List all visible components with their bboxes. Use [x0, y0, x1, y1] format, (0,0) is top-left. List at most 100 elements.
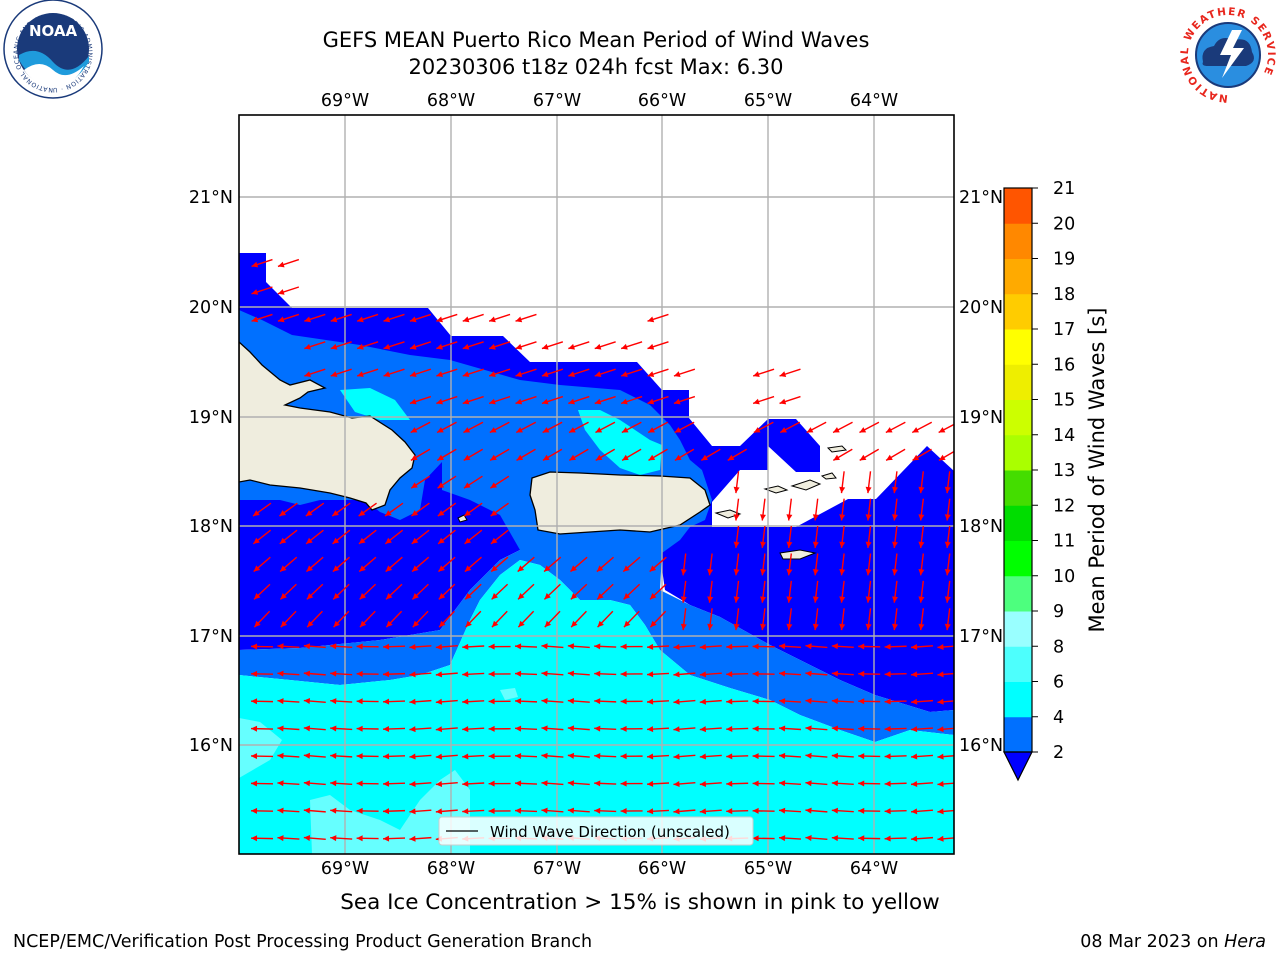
wind-vector: [649, 583, 667, 600]
wind-vector: [409, 835, 432, 842]
wind-vector: [937, 698, 954, 705]
wind-vector: [839, 471, 846, 494]
wind-vector: [778, 807, 802, 814]
colorbar-label: Mean Period of Wind Waves [s]: [1085, 308, 1109, 633]
wind-vector: [488, 671, 511, 678]
wind-vector: [753, 421, 774, 434]
wind-vector: [594, 670, 617, 677]
wind-vector: [409, 753, 432, 760]
lon-label: 67°W: [533, 859, 581, 879]
wind-vector: [515, 421, 537, 434]
wind-vector: [806, 421, 827, 434]
wind-vector: [805, 780, 828, 787]
wind-vector: [542, 421, 563, 434]
wind-vector: [330, 752, 353, 759]
wind-vector: [892, 498, 898, 521]
wind-vector: [541, 752, 564, 759]
wind-vector: [356, 313, 379, 323]
wind-vector: [752, 780, 775, 787]
lat-labels-right: 21°N 20°N 19°N 18°N 17°N 16°N: [959, 188, 1003, 756]
colorbar-segment: [1004, 470, 1032, 506]
wind-vector: [252, 502, 272, 517]
wind-vector: [304, 368, 326, 377]
wind-vector: [438, 610, 455, 628]
land: [239, 341, 848, 560]
footer-date: 08 Mar 2023 on Hera: [1080, 932, 1266, 952]
wind-vector: [331, 502, 351, 517]
wind-vector: [356, 835, 379, 842]
wind-vector: [435, 808, 458, 815]
wind-vector: [733, 471, 740, 494]
vieques: [714, 509, 742, 519]
wind-vector: [620, 808, 643, 815]
wind-vector: [884, 808, 907, 815]
wind-vector: [859, 448, 880, 461]
colorbar-tick-label: 9: [1053, 602, 1064, 622]
wind-vector: [567, 643, 590, 650]
wind-vector: [277, 313, 300, 323]
wind-vector: [463, 421, 484, 434]
wind-vector: [409, 368, 432, 377]
wind-vector: [944, 580, 951, 603]
wind-vector: [938, 450, 954, 461]
wind-vector: [647, 341, 669, 350]
wind-vector: [436, 341, 458, 350]
wind-vector: [409, 313, 432, 323]
wind-vector: [306, 583, 324, 600]
wind-vector: [865, 498, 872, 521]
wind-vector: [727, 448, 748, 461]
wind-vector: [647, 368, 669, 377]
colorbar-segment: [1004, 434, 1032, 471]
lat-label: 19°N: [959, 408, 1003, 428]
colorbar-segment: [1004, 293, 1032, 330]
wind-vector: [250, 753, 274, 760]
wind-vector: [515, 341, 537, 350]
wind-vector: [250, 780, 274, 787]
wind-vector: [279, 583, 297, 600]
wind-vector: [463, 502, 483, 517]
colorbar-tick-label: 15: [1053, 391, 1075, 411]
wind-vector: [303, 698, 326, 704]
wind-vector: [620, 341, 643, 350]
wind-vector: [673, 644, 696, 650]
wind-vector: [944, 498, 951, 521]
wind-vector: [707, 553, 714, 576]
wind-vector: [884, 643, 907, 650]
wind-vector: [673, 671, 696, 678]
wind-vector: [760, 498, 766, 521]
wind-vector: [358, 529, 377, 545]
wind-vector: [488, 780, 511, 787]
wind-vector: [726, 725, 749, 732]
wind-vector: [726, 643, 749, 650]
wind-vector: [356, 670, 379, 677]
wind-vector: [277, 807, 300, 814]
wind-vector: [567, 780, 590, 787]
wind-vector: [251, 258, 273, 268]
wind-vector: [330, 368, 352, 377]
wind-vector: [594, 368, 616, 377]
wind-vector: [937, 644, 954, 650]
wind-vector: [514, 725, 538, 732]
wind-vector: [303, 752, 326, 759]
wind-vector: [884, 780, 907, 787]
wind-vector: [646, 780, 670, 787]
lon-label: 64°W: [850, 859, 898, 879]
wind-vector: [463, 475, 483, 489]
wind-vector: [570, 556, 588, 573]
wind-vector: [252, 529, 272, 545]
wind-vector: [542, 448, 563, 461]
wind-vector: [382, 808, 406, 815]
wind-vector: [831, 670, 854, 677]
lon-label: 64°W: [850, 91, 898, 111]
wind-vector: [488, 643, 511, 650]
wind-vector: [885, 421, 906, 434]
wind-vector: [786, 608, 793, 631]
wind-vector: [567, 698, 590, 705]
wind-vector: [760, 580, 766, 603]
wind-vector: [488, 313, 511, 323]
wind-vector: [699, 671, 722, 678]
lat-label: 19°N: [189, 408, 233, 428]
wind-vector: [356, 368, 379, 377]
wind-vector: [884, 671, 907, 678]
